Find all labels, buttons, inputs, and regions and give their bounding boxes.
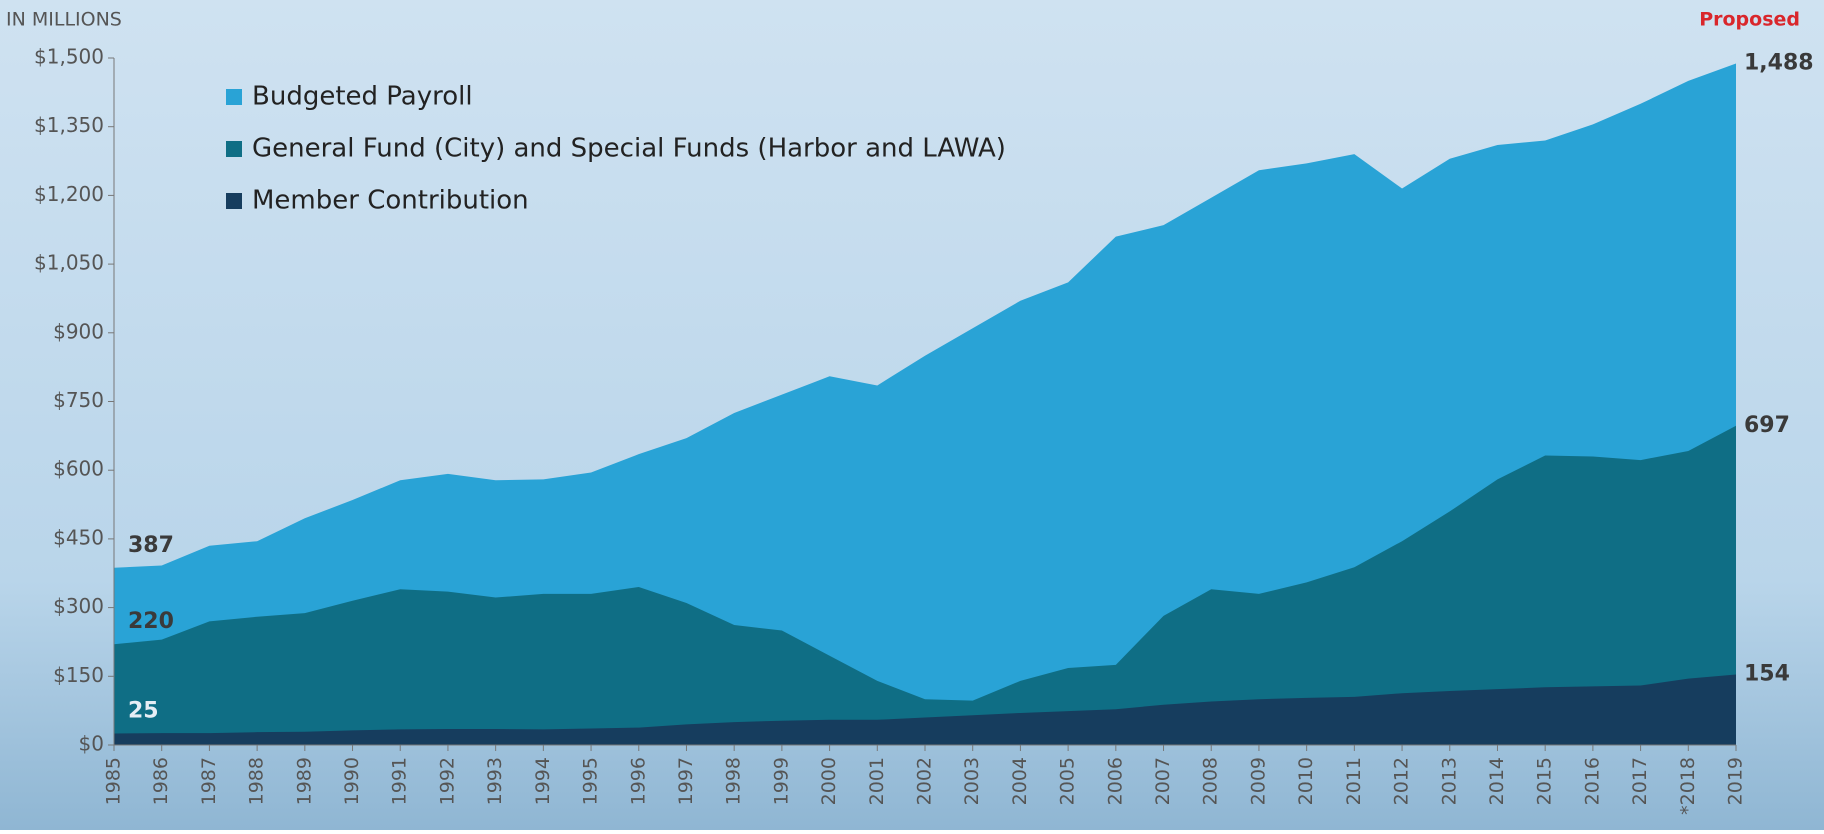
x-tick-label: 2004 — [1009, 757, 1031, 805]
data-label: 1,488 — [1744, 50, 1814, 75]
y-tick-label: $1,500 — [34, 45, 104, 69]
x-tick-label: 2009 — [1247, 757, 1269, 805]
y-tick-label: $750 — [53, 388, 104, 412]
x-tick-label: 2019 — [1725, 757, 1747, 805]
x-tick-label: 2007 — [1152, 757, 1174, 805]
y-tick-label: $600 — [53, 457, 104, 481]
data-label: 387 — [128, 533, 174, 558]
x-tick-label: 1996 — [627, 757, 649, 805]
x-tick-label: 1991 — [389, 757, 411, 805]
x-tick-label: 2010 — [1295, 757, 1317, 805]
x-tick-label: 2012 — [1391, 757, 1413, 805]
x-tick-label: 1986 — [150, 757, 172, 805]
y-tick-label: $1,050 — [34, 251, 104, 275]
x-tick-label: 2006 — [1104, 757, 1126, 805]
x-tick-label: 1993 — [484, 757, 506, 805]
y-tick-label: $450 — [53, 525, 104, 549]
area — [114, 674, 1736, 745]
area — [114, 63, 1736, 746]
x-tick-label: 2005 — [1057, 757, 1079, 805]
x-tick-label: 1989 — [293, 757, 315, 805]
data-label: 220 — [128, 609, 174, 634]
x-tick-label: 1998 — [723, 757, 745, 805]
legend-label: General Fund (City) and Special Funds (H… — [252, 134, 1006, 164]
y-tick-label: $300 — [53, 594, 104, 618]
legend-label: Budgeted Payroll — [252, 82, 473, 112]
legend-label: Member Contribution — [252, 186, 529, 216]
y-tick-label: $150 — [53, 663, 104, 687]
legend-swatch — [226, 89, 242, 105]
y-tick-label: $1,350 — [34, 113, 104, 137]
legend-swatch — [226, 141, 242, 157]
y-tick-label: $1,200 — [34, 182, 104, 206]
x-tick-label: 1990 — [341, 757, 363, 805]
x-tick-label: 2002 — [914, 757, 936, 805]
x-tick-label: *2018 — [1677, 757, 1699, 815]
x-tick-label: 1994 — [532, 757, 554, 805]
area — [114, 425, 1736, 745]
x-tick-label: 1987 — [198, 757, 220, 805]
x-tick-label: 2017 — [1629, 757, 1651, 805]
annotation: Proposed — [1699, 9, 1800, 31]
x-tick-label: 1992 — [436, 757, 458, 805]
legend-swatch — [226, 193, 242, 209]
x-tick-label: 2003 — [961, 757, 983, 805]
x-tick-label: 2013 — [1438, 757, 1460, 805]
x-tick-label: 1997 — [675, 757, 697, 805]
y-tick-label: $900 — [53, 319, 104, 343]
x-tick-label: 2014 — [1486, 757, 1508, 805]
x-tick-label: 2000 — [818, 757, 840, 805]
x-tick-label: 2011 — [1343, 757, 1365, 805]
data-label: 154 — [1744, 661, 1790, 686]
data-label: 25 — [128, 699, 159, 724]
subtitle: IN MILLIONS — [6, 9, 122, 31]
x-tick-label: 2001 — [866, 757, 888, 805]
x-tick-label: 2015 — [1534, 757, 1556, 805]
x-tick-label: 1995 — [580, 757, 602, 805]
data-label: 697 — [1744, 413, 1790, 438]
x-tick-label: 2008 — [1200, 757, 1222, 805]
x-tick-label: 1988 — [246, 757, 268, 805]
x-tick-label: 1999 — [770, 757, 792, 805]
x-tick-label: 2016 — [1581, 757, 1603, 805]
y-tick-label: $0 — [79, 732, 104, 756]
x-tick-label: 1985 — [103, 757, 125, 805]
